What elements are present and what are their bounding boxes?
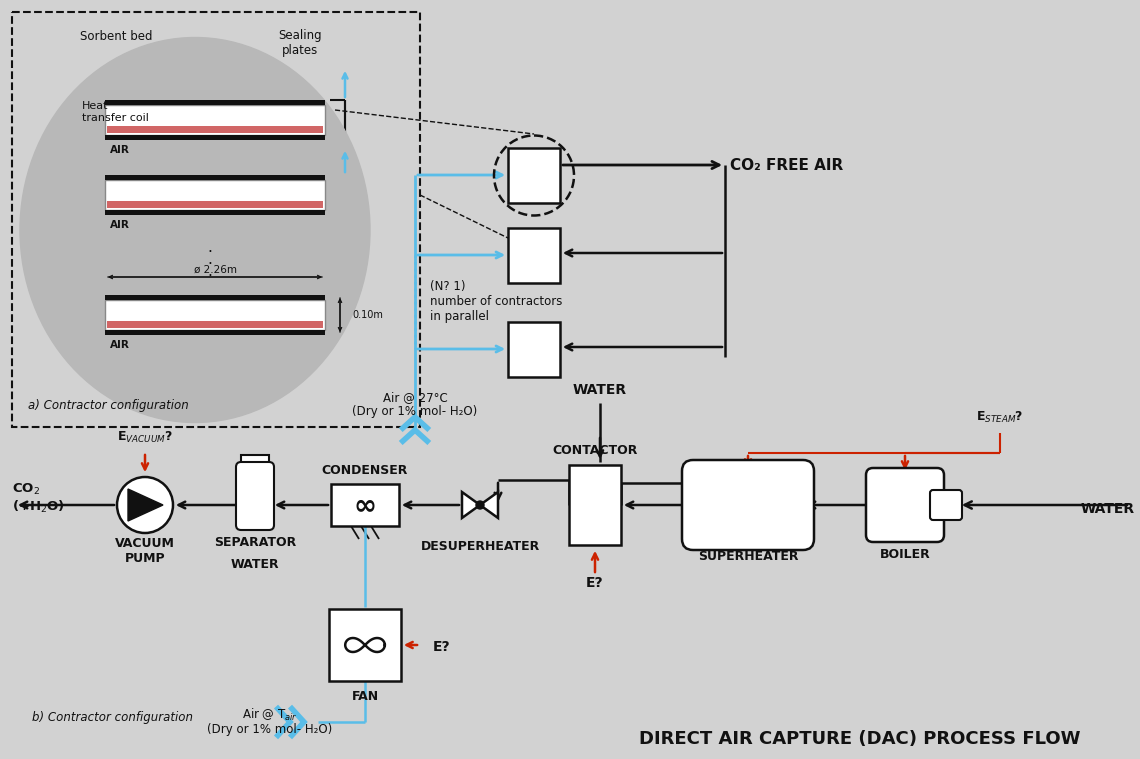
Bar [105,105,325,135]
Circle shape [477,501,484,509]
Text: WATER: WATER [573,383,627,397]
Bar [508,322,560,377]
Text: BOILER: BOILER [880,549,930,562]
Text: AIR: AIR [109,220,130,230]
Bar [105,295,325,300]
Text: (Dry or 1% mol- H₂O): (Dry or 1% mol- H₂O) [207,723,333,735]
Text: VACUUM
PUMP: VACUUM PUMP [115,537,174,565]
Text: WATER: WATER [230,559,279,572]
Polygon shape [128,489,163,521]
Text: (N? 1)
number of contractors
in parallel: (N? 1) number of contractors in parallel [430,280,562,323]
Text: (Dry or 1% mol- H₂O): (Dry or 1% mol- H₂O) [352,405,478,418]
Bar [569,465,621,545]
Text: Air @ T$_{air}$: Air @ T$_{air}$ [242,707,298,723]
Text: (+H$_2$O): (+H$_2$O) [13,499,65,515]
Text: DIRECT AIR CAPTURE (DAC) PROCESS FLOW: DIRECT AIR CAPTURE (DAC) PROCESS FLOW [640,730,1081,748]
Bar [241,455,269,469]
Bar [508,148,560,203]
Text: 0.10m: 0.10m [352,310,383,320]
Bar [105,180,325,210]
Text: a) Contractor configuration: a) Contractor configuration [28,399,189,412]
Bar [107,126,323,133]
Text: E?: E? [433,640,450,654]
Text: FAN: FAN [351,691,378,704]
Text: WATER: WATER [1081,502,1135,516]
FancyBboxPatch shape [866,468,944,542]
Ellipse shape [21,37,370,423]
Text: CONDENSER: CONDENSER [321,464,408,477]
Text: .: . [207,241,212,256]
FancyBboxPatch shape [682,460,814,550]
Bar [105,330,325,335]
Polygon shape [480,492,498,518]
Bar [331,484,399,526]
Text: AIR: AIR [109,340,130,350]
Text: .: . [207,264,212,279]
FancyBboxPatch shape [930,490,962,520]
Bar [329,609,401,681]
Text: ø 2.26m: ø 2.26m [194,265,236,275]
Text: CONTACTOR: CONTACTOR [552,443,637,456]
Text: ∞: ∞ [353,491,376,519]
Bar [105,100,325,105]
Text: Air @ 27°C: Air @ 27°C [383,392,447,405]
Text: .: . [207,253,212,267]
Text: E?: E? [586,576,604,590]
Bar [105,300,325,330]
Bar [105,175,325,180]
Bar [508,228,560,283]
Bar [105,210,325,215]
Bar [13,12,420,427]
Text: AIR: AIR [109,145,130,155]
Bar [107,321,323,328]
FancyBboxPatch shape [236,462,274,530]
Circle shape [117,477,173,533]
Text: SUPERHEATER: SUPERHEATER [698,550,798,563]
Text: Heat
transfer coil: Heat transfer coil [82,101,149,123]
Text: CO$_2$: CO$_2$ [13,481,40,496]
Bar [107,201,323,208]
Text: DESUPERHEATER: DESUPERHEATER [421,540,539,553]
Text: E$_{STEAM}$?: E$_{STEAM}$? [976,409,1024,424]
Text: CO₂ FREE AIR: CO₂ FREE AIR [730,158,844,172]
Bar [105,135,325,140]
Text: SEPARATOR: SEPARATOR [214,537,296,550]
Text: Sorbent bed: Sorbent bed [80,30,153,43]
Text: E$_{VACUUM}$?: E$_{VACUUM}$? [117,430,173,445]
Polygon shape [462,492,480,518]
Text: Sealing
plates: Sealing plates [278,29,321,57]
Text: b) Contractor configuration: b) Contractor configuration [32,711,193,725]
